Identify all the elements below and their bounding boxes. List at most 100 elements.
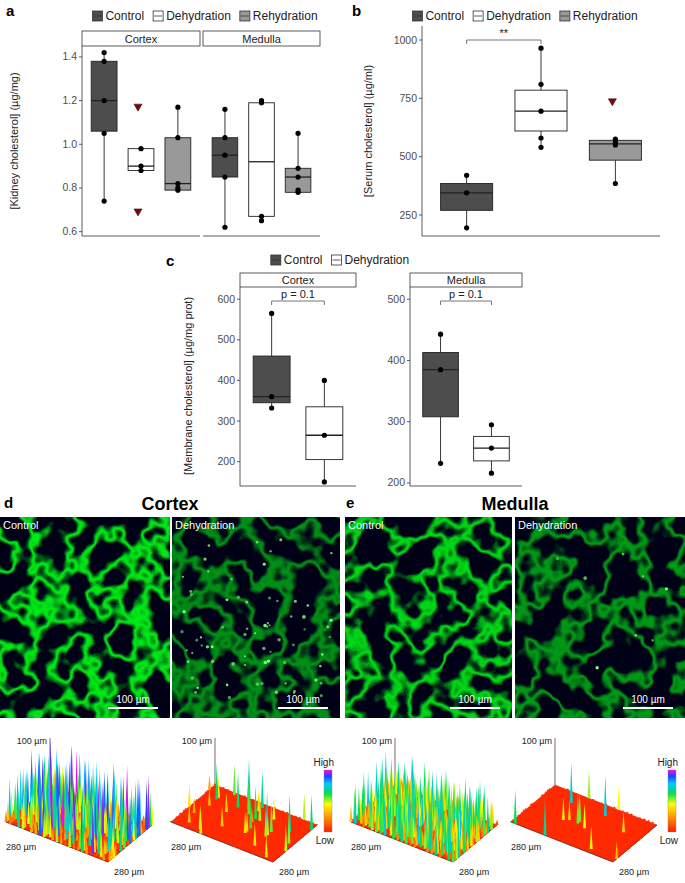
- whisker-upper: [298, 133, 299, 168]
- data-point: [102, 50, 107, 55]
- surface-spike: [614, 833, 617, 834]
- surface-spike: [539, 800, 542, 802]
- micrograph-punctum: [228, 696, 231, 699]
- y-tick: [407, 421, 410, 422]
- micrograph-punctum: [277, 638, 281, 642]
- surface-spike: [283, 851, 286, 853]
- data-point: [613, 142, 618, 147]
- surface-spike: [648, 830, 651, 831]
- y-tick-label: 750: [399, 92, 417, 104]
- panel: cControlDehydration[Membrane cholesterol…: [166, 252, 522, 488]
- surface-spike: [224, 790, 227, 792]
- surface-spike: [204, 791, 207, 793]
- surface-spike: [614, 827, 617, 829]
- data-point: [259, 100, 264, 105]
- surface-spike: [275, 857, 278, 859]
- surface-spike: [475, 814, 478, 842]
- surface-spike: [232, 800, 235, 802]
- surface-spike: [88, 808, 91, 846]
- panel: aControlDehydrationRehydration[Kidney ch…: [6, 2, 320, 237]
- surface-spike: [629, 824, 632, 826]
- surface-spike: [212, 785, 215, 786]
- surface-spike: [418, 848, 421, 849]
- y-tick: [79, 231, 82, 232]
- surface-spike: [639, 837, 642, 839]
- surface-spike: [290, 845, 293, 846]
- data-point: [489, 422, 494, 427]
- surface-spike: [209, 813, 212, 815]
- surface-spike: [421, 829, 424, 830]
- surface-spike: [60, 829, 63, 844]
- surface-spike: [182, 825, 185, 827]
- surface-axis-label: 280 µm: [171, 842, 201, 852]
- surface-spike: [30, 816, 33, 832]
- surface-spike: [371, 802, 374, 830]
- legend-key-line: [561, 16, 569, 17]
- surface-spike: [205, 812, 208, 814]
- surface-spike: [194, 821, 197, 823]
- micrograph-punctum: [293, 690, 296, 693]
- surface-spike: [182, 809, 185, 811]
- micrograph-punctum: [180, 630, 183, 633]
- surface-spike: [17, 789, 20, 827]
- facet-strip: [240, 273, 356, 287]
- micrograph-punctum: [635, 634, 637, 636]
- facet: 2505007501000**: [394, 26, 660, 236]
- surface-spike: [244, 800, 247, 801]
- surface-spike: [556, 787, 559, 788]
- panel-title: Cortex: [141, 494, 198, 514]
- surface-spike: [271, 840, 274, 842]
- surface-spike: [636, 829, 639, 830]
- surface-spike: [244, 847, 247, 848]
- surface-spike: [553, 810, 556, 812]
- surface-spike: [202, 804, 205, 805]
- surface-spike: [258, 846, 261, 847]
- micrograph-punctum: [182, 610, 185, 613]
- data-point: [295, 174, 300, 179]
- surface-spike: [559, 811, 562, 812]
- surface-spike: [223, 812, 226, 813]
- micrograph-punctum: [269, 651, 271, 653]
- data-point: [222, 174, 227, 179]
- surface-spike: [143, 816, 146, 826]
- data-point: [175, 188, 180, 193]
- data-point: [322, 378, 327, 383]
- surface-spike: [174, 822, 177, 824]
- surface-spike: [280, 816, 283, 818]
- surface-spike: [606, 828, 609, 830]
- surface-spike: [635, 824, 638, 826]
- surface-spike: [216, 839, 219, 840]
- surface-axis-label: 280 µm: [6, 842, 36, 852]
- surface-spike: [230, 822, 233, 824]
- surface-spike: [314, 825, 317, 826]
- surface-spike: [216, 802, 219, 804]
- surface-spike: [626, 816, 629, 818]
- micrograph: Control100 µm: [0, 517, 170, 718]
- surface-spike: [630, 813, 633, 815]
- surface-spike: [625, 839, 628, 840]
- surface-spike: [243, 811, 246, 812]
- surface-spike: [249, 796, 252, 829]
- surface-spike: [210, 818, 213, 819]
- surface-spike: [232, 836, 235, 838]
- significance-bracket: [441, 301, 492, 305]
- legend-key-line: [272, 260, 280, 261]
- surface-spike: [278, 818, 281, 820]
- surface-spike: [445, 850, 448, 857]
- surface-spike: [240, 835, 243, 836]
- surface-spike: [198, 802, 201, 804]
- surface-spike: [600, 802, 603, 803]
- micrograph-punctum: [269, 550, 272, 553]
- surface-spike: [76, 803, 79, 830]
- surface-spike: [641, 836, 644, 837]
- surface-spike: [239, 809, 242, 811]
- data-point: [295, 131, 300, 136]
- surface-spike: [206, 790, 209, 792]
- surface-spike: [362, 818, 365, 827]
- significance-bracket: [467, 40, 541, 44]
- surface-spike: [602, 816, 605, 817]
- surface-spike: [588, 817, 591, 818]
- box: [91, 61, 117, 131]
- surface-spike: [623, 835, 626, 837]
- x-axis-line: [410, 486, 522, 487]
